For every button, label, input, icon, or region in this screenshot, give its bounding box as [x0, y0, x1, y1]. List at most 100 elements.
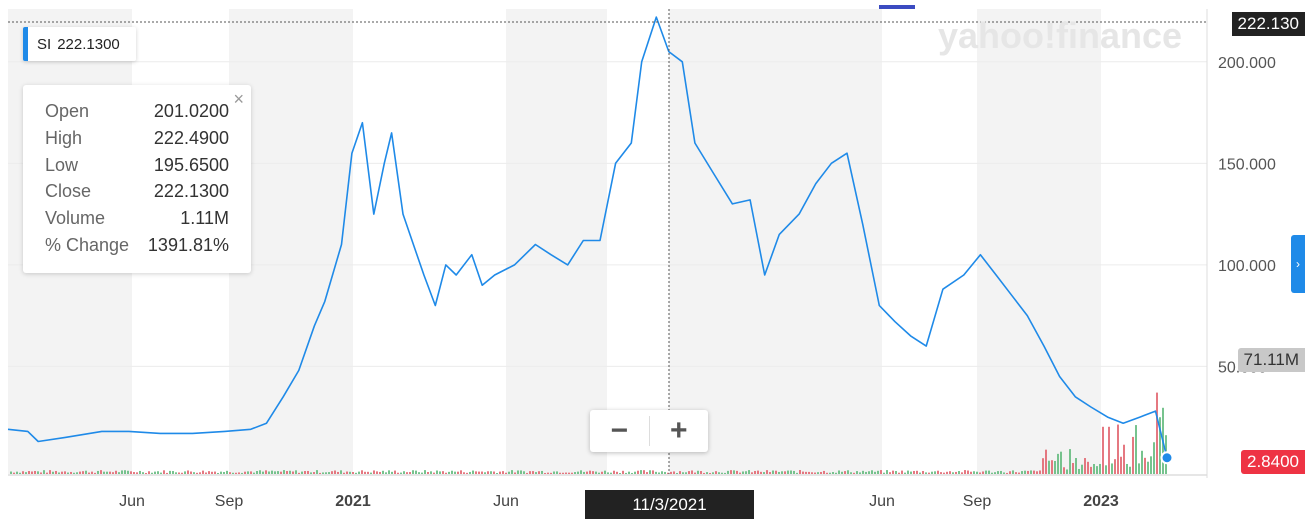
- volume-bar: [625, 473, 627, 474]
- last-price-marker[interactable]: [1162, 452, 1173, 463]
- volume-bar: [568, 473, 570, 474]
- volume-bar: [820, 472, 822, 474]
- volume-bar: [46, 473, 48, 474]
- volume-bar: [745, 471, 747, 474]
- volume-bar: [1048, 461, 1050, 474]
- volume-bar: [241, 473, 243, 474]
- volume-bar: [556, 471, 558, 474]
- volume-bar: [1063, 467, 1065, 474]
- volume-bar: [253, 473, 255, 474]
- volume-bar: [1042, 458, 1044, 474]
- volume-bar: [928, 473, 930, 474]
- volume-bar: [286, 471, 288, 474]
- volume-bar: [145, 473, 147, 474]
- volume-bar: [1123, 445, 1125, 474]
- volume-bar: [910, 472, 912, 474]
- volume-bar: [415, 471, 417, 474]
- volume-bar: [34, 471, 36, 474]
- volume-bar: [673, 471, 675, 474]
- volume-bar: [340, 470, 342, 474]
- y-tick-label: 100.000: [1218, 258, 1276, 275]
- volume-bar: [31, 472, 33, 474]
- volume-bar: [880, 470, 882, 474]
- volume-bar: [460, 470, 462, 474]
- volume-bar: [649, 470, 651, 474]
- volume-bar: [946, 472, 948, 474]
- volume-bar: [1105, 465, 1107, 474]
- volume-bar: [322, 472, 324, 474]
- volume-bar: [58, 472, 60, 474]
- volume-bar: [976, 472, 978, 474]
- crosshair-price-tag: 222.130: [1232, 12, 1305, 36]
- volume-bar: [958, 471, 960, 474]
- close-icon[interactable]: ×: [233, 89, 244, 110]
- volume-bar: [811, 472, 813, 474]
- volume-bar: [127, 471, 129, 474]
- expand-panel-button[interactable]: ›: [1291, 235, 1305, 293]
- volume-bar: [550, 473, 552, 474]
- volume-bar: [934, 471, 936, 474]
- background-band: [669, 9, 882, 474]
- volume-bar: [526, 473, 528, 474]
- volume-bar: [61, 472, 63, 474]
- legend-value: 222.1300: [57, 36, 120, 53]
- volume-bar: [121, 470, 123, 474]
- volume-bar: [679, 471, 681, 474]
- volume-bar: [172, 471, 174, 474]
- volume-bar: [997, 471, 999, 474]
- volume-bar: [544, 473, 546, 474]
- volume-bar: [199, 472, 201, 474]
- volume-bar: [697, 471, 699, 474]
- volume-bar: [55, 471, 57, 474]
- volume-bar: [52, 472, 54, 474]
- volume-bar: [658, 472, 660, 474]
- ohlc-value: 1.11M: [180, 208, 229, 234]
- volume-bar: [844, 471, 846, 474]
- volume-bar: [1060, 452, 1062, 474]
- volume-bar: [148, 471, 150, 474]
- volume-bar: [640, 470, 642, 474]
- volume-bar: [757, 471, 759, 474]
- volume-bar: [922, 471, 924, 474]
- volume-bar: [196, 473, 198, 474]
- ohlc-label: % Change: [45, 235, 129, 261]
- volume-bar: [91, 472, 93, 474]
- volume-bar: [1069, 449, 1071, 474]
- volume-bar: [850, 472, 852, 474]
- volume-bar: [160, 473, 162, 474]
- volume-bar: [940, 472, 942, 474]
- volume-bar: [991, 473, 993, 474]
- volume-bar: [244, 472, 246, 474]
- series-legend[interactable]: SI 222.1300: [23, 27, 136, 61]
- volume-bar: [913, 471, 915, 474]
- volume-bar: [805, 472, 807, 474]
- volume-bar: [82, 471, 84, 474]
- volume-bar: [574, 472, 576, 474]
- volume-bar: [1090, 467, 1092, 474]
- volume-bar: [1099, 464, 1101, 474]
- volume-bar: [835, 473, 837, 474]
- volume-bar: [445, 473, 447, 474]
- volume-bar: [1036, 471, 1038, 474]
- volume-bar: [463, 472, 465, 474]
- volume-bar: [457, 472, 459, 474]
- volume-bar: [10, 472, 12, 474]
- volume-bar: [277, 471, 279, 474]
- volume-bar: [268, 472, 270, 474]
- volume-bar: [1033, 471, 1035, 474]
- yahoo-finance-watermark: yahoo!finance: [938, 15, 1182, 56]
- volume-bar: [982, 471, 984, 474]
- volume-bar: [262, 472, 264, 474]
- ohlc-value: 201.0200: [154, 101, 229, 127]
- volume-bar: [661, 471, 663, 474]
- volume-bar: [937, 471, 939, 474]
- volume-bar: [541, 471, 543, 474]
- volume-bar: [49, 470, 51, 474]
- zoom-in-button[interactable]: +: [650, 410, 709, 452]
- zoom-out-button[interactable]: −: [590, 410, 649, 452]
- volume-bar: [442, 471, 444, 474]
- volume-bar: [868, 471, 870, 474]
- volume-bar: [142, 472, 144, 474]
